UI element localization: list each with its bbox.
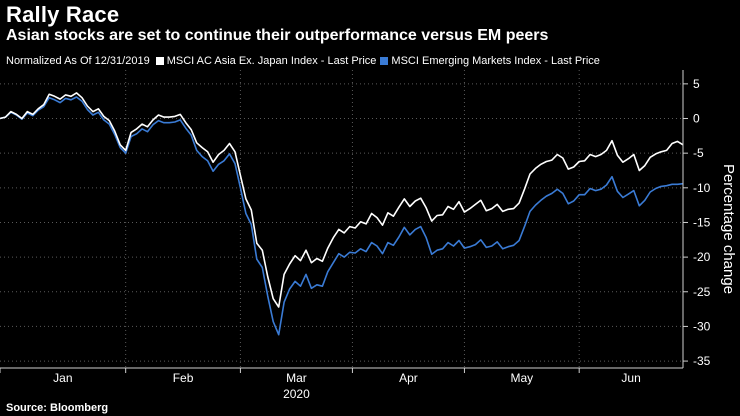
x-tick-label: Apr	[399, 371, 418, 385]
y-tick-label: -5	[693, 146, 704, 160]
legend-swatch-asia	[155, 57, 164, 65]
y-tick-label: -10	[693, 181, 711, 195]
y-tick-label: -30	[693, 319, 711, 333]
y-tick-label: -15	[693, 215, 711, 229]
chart-title: Rally Race	[6, 2, 120, 27]
x-tick-label: Jan	[53, 371, 72, 385]
y-axis-title: Percentage change	[720, 164, 737, 294]
legend-label-em: MSCI Emerging Markets Index - Last Price	[391, 55, 600, 67]
series-line-emerging-markets	[0, 96, 684, 336]
legend-label-asia: MSCI AC Asia Ex. Japan Index - Last Pric…	[166, 55, 377, 67]
y-tick-label: -35	[693, 354, 711, 368]
x-tick-label: Mar	[286, 371, 307, 385]
legend-normalized-note: Normalized As Of 12/31/2019	[6, 55, 150, 67]
x-tick-label: Feb	[173, 371, 194, 385]
legend-swatch-em	[380, 57, 389, 65]
x-tick-label: May	[510, 371, 533, 385]
y-tick-label: -25	[693, 285, 711, 299]
grid-layer	[0, 70, 683, 368]
y-tick-label: 5	[693, 77, 700, 91]
series-layer	[0, 92, 684, 336]
legend: Normalized As Of 12/31/2019 MSCI AC Asia…	[6, 55, 600, 67]
y-tick-label: 0	[693, 112, 700, 126]
source-note: Source: Bloomberg	[6, 402, 109, 414]
x-tick-label: Jun	[621, 371, 640, 385]
axis-layer: 5 0 -5 -10 -15 -20 -25 -30 -35 Jan Feb Mar Apr May Jun…	[0, 70, 737, 401]
x-axis-title: 2020	[283, 387, 310, 401]
series-line-asia-ex-japan	[0, 92, 684, 308]
y-tick-label: -20	[693, 250, 711, 264]
chart-subtitle: Asian stocks are set to continue their o…	[6, 27, 549, 44]
